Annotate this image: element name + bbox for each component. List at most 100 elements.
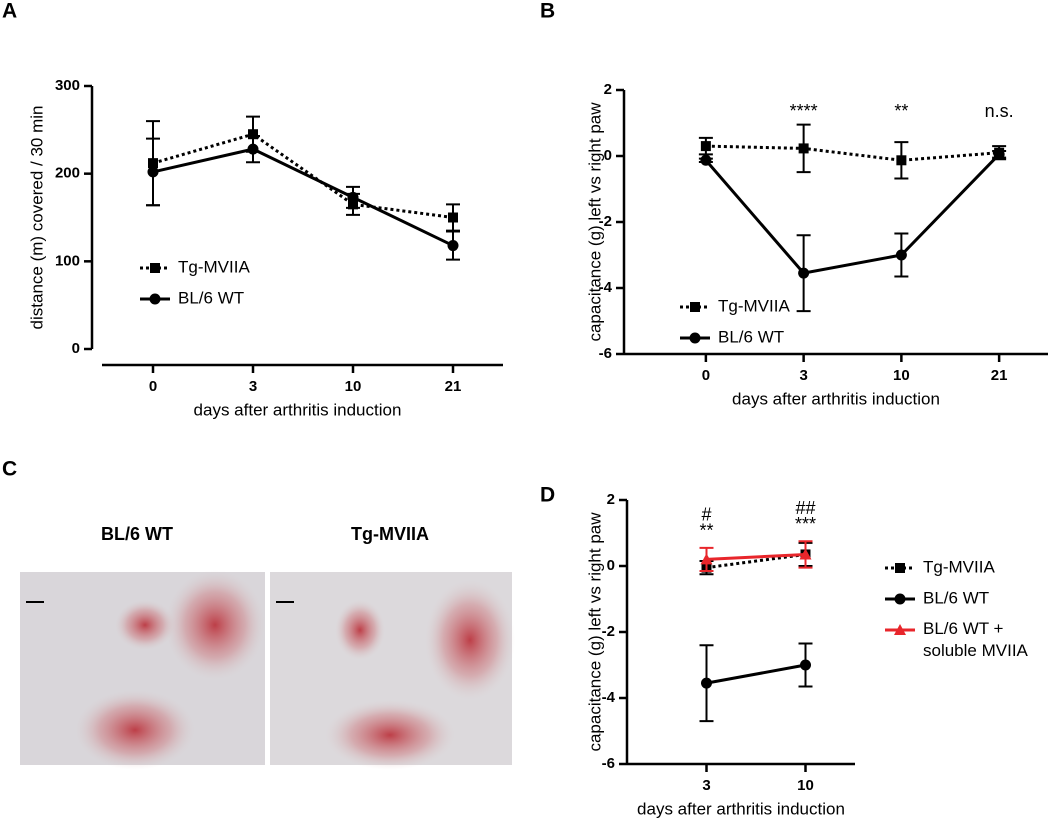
panel-label: A xyxy=(2,0,17,23)
series-line xyxy=(152,132,454,219)
stain xyxy=(75,690,195,770)
stain xyxy=(425,580,515,700)
marker xyxy=(895,249,907,261)
panel-label: B xyxy=(540,0,555,23)
x-tick-label: 3 xyxy=(799,367,807,384)
legend-item: Tg-MVIIA xyxy=(140,257,250,276)
legend-label: Tg-MVIIA xyxy=(923,557,995,576)
y-tick-label: 2 xyxy=(607,491,615,508)
annotation: ** xyxy=(894,101,908,121)
stain xyxy=(325,700,455,770)
marker xyxy=(347,191,359,203)
marker xyxy=(700,553,713,565)
series-line xyxy=(706,552,806,570)
marker xyxy=(896,155,907,166)
marker xyxy=(689,332,701,344)
legend-label: Tg-MVIIA xyxy=(178,257,250,276)
legend-label: Tg-MVIIA xyxy=(718,296,790,315)
chart: 0 100 200 300 0 3 10 21 days after arthritis ind… xyxy=(27,77,503,419)
legend-label: BL/6 WT xyxy=(923,588,989,607)
y-tick-label: 300 xyxy=(55,77,80,94)
marker xyxy=(798,143,809,154)
annotation: *** xyxy=(795,514,816,534)
chart: -6 -4 -2 0 2 0 3 10 21 days after arthritis induc… xyxy=(585,81,1048,408)
marker xyxy=(894,593,906,605)
series-line xyxy=(152,147,454,247)
scale-bar xyxy=(26,601,44,603)
legend-item: BL/6 WT xyxy=(140,288,244,307)
marker xyxy=(150,263,160,273)
marker xyxy=(247,143,259,155)
y-tick-label: -6 xyxy=(602,755,615,772)
x-axis-label: days after arthritis induction xyxy=(194,400,402,419)
y-tick-label: -4 xyxy=(599,279,613,296)
marker xyxy=(894,624,906,635)
x-axis-label: days after arthritis induction xyxy=(732,389,940,408)
y-axis-label: capacitance (g) left vs right paw xyxy=(585,102,604,342)
annotation: **** xyxy=(790,101,818,121)
series-line xyxy=(704,153,1001,275)
y-tick-label: -2 xyxy=(602,623,615,640)
image-label: Tg-MVIIA xyxy=(351,524,429,544)
x-axis-label: days after arthritis induction xyxy=(637,799,845,818)
marker xyxy=(799,548,812,560)
y-tick-label: 200 xyxy=(55,165,80,182)
marker xyxy=(147,166,159,178)
y-tick-label: -4 xyxy=(602,689,616,706)
x-tick-label: 3 xyxy=(249,378,257,395)
marker xyxy=(690,302,700,312)
annotation: # xyxy=(701,505,711,525)
y-tick-label: 2 xyxy=(604,81,612,98)
y-tick-label: 0 xyxy=(607,557,615,574)
marker xyxy=(701,677,712,689)
panel-label: C xyxy=(2,458,17,481)
y-tick-label: -2 xyxy=(599,213,612,230)
legend-item: BL/6 WT + soluble MVIIA xyxy=(885,619,1029,660)
y-axis-label: capacitance (g) left vs right paw xyxy=(585,512,604,752)
x-tick-label: 0 xyxy=(149,378,157,395)
legend-label: BL/6 WT + soluble MVIIA xyxy=(923,619,1029,660)
marker xyxy=(700,141,711,152)
marker xyxy=(149,293,161,305)
annotation: n.s. xyxy=(985,101,1014,121)
series-line xyxy=(706,663,806,685)
series-line xyxy=(706,552,806,561)
image-label: BL/6 WT xyxy=(101,524,173,544)
annotation: ** xyxy=(699,521,713,541)
x-tick-label: 21 xyxy=(991,367,1008,384)
marker xyxy=(800,659,811,671)
x-tick-label: 10 xyxy=(345,378,362,395)
x-tick-label: 0 xyxy=(702,367,710,384)
scale-bar xyxy=(276,601,294,603)
y-tick-label: 0 xyxy=(72,340,80,357)
panel-label: D xyxy=(540,484,555,507)
marker xyxy=(448,212,458,223)
annotation: ## xyxy=(795,498,815,518)
legend-item: BL/6 WT xyxy=(885,588,989,607)
marker xyxy=(895,563,905,573)
y-axis-label: distance (m) covered / 30 min xyxy=(27,106,46,330)
chart: -6 -4 -2 0 2 3 10 days after arthritis inductio… xyxy=(585,491,1028,819)
y-tick-label: 100 xyxy=(55,252,80,269)
stain xyxy=(165,570,265,680)
legend-label: BL/6 WT xyxy=(718,327,784,346)
x-tick-label: 10 xyxy=(893,367,910,384)
marker xyxy=(798,267,810,279)
x-tick-label: 21 xyxy=(445,378,462,395)
stain xyxy=(335,600,385,660)
y-tick-label: -6 xyxy=(599,345,612,362)
marker xyxy=(447,240,459,252)
legend-label: BL/6 WT xyxy=(178,288,244,307)
x-tick-label: 10 xyxy=(797,777,814,794)
legend-item: BL/6 WT xyxy=(680,327,784,346)
stain xyxy=(115,600,175,650)
marker xyxy=(248,129,258,140)
x-tick-label: 3 xyxy=(702,777,710,794)
marker xyxy=(993,148,1005,160)
legend-item: Tg-MVIIA xyxy=(680,296,790,315)
marker xyxy=(700,154,712,166)
series-line xyxy=(705,144,1000,162)
y-tick-label: 0 xyxy=(604,147,612,164)
legend-item: Tg-MVIIA xyxy=(885,557,995,576)
